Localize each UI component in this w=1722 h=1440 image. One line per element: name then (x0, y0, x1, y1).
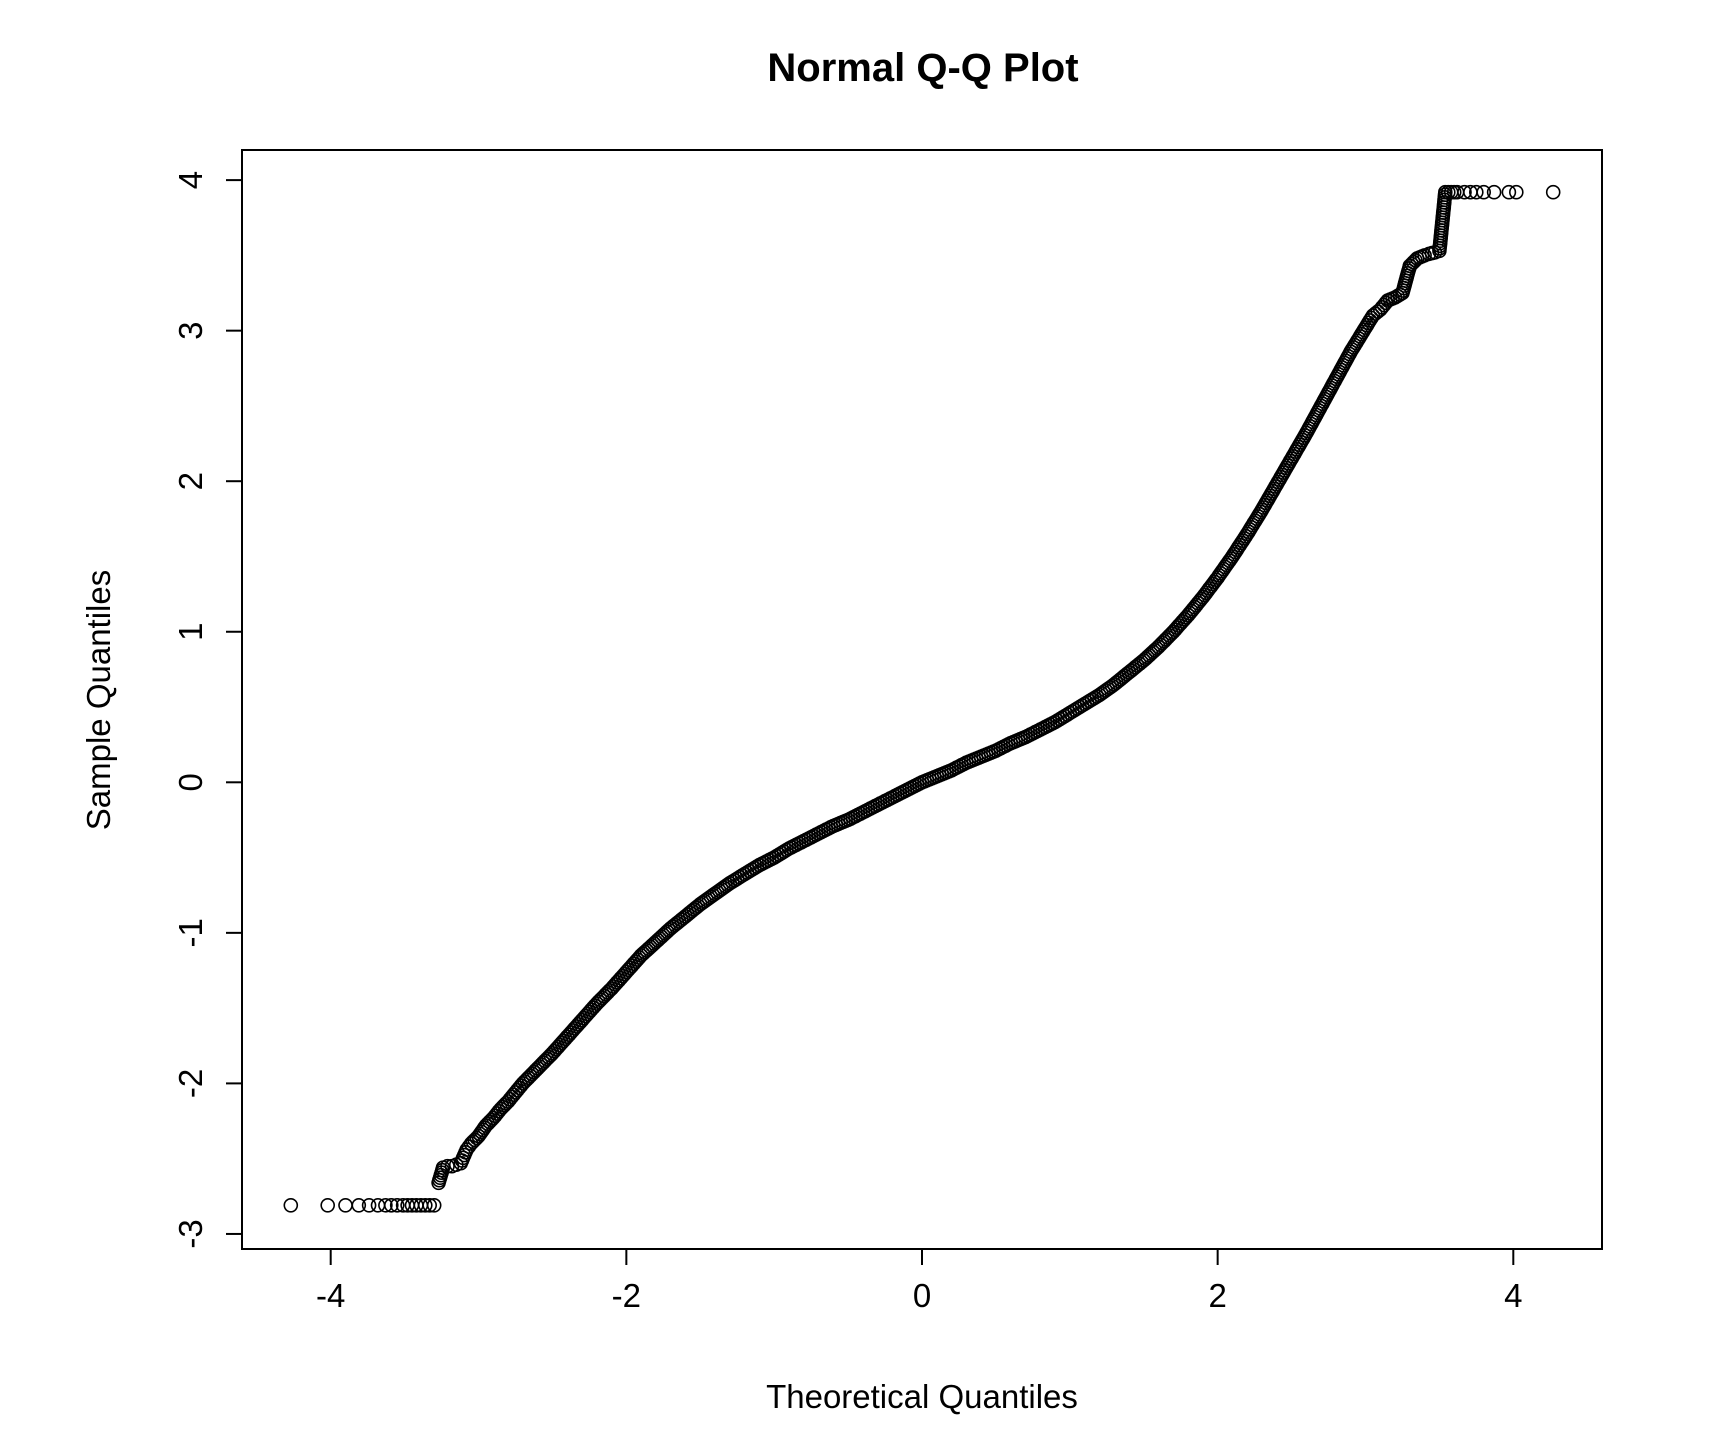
y-tick-label: -2 (172, 1069, 209, 1098)
qq-point (370, 1198, 386, 1213)
x-tick-label: -4 (316, 1277, 345, 1314)
qq-point (539, 1051, 555, 1067)
qq-point (351, 1198, 367, 1213)
x-tick-label: 0 (913, 1277, 931, 1314)
qq-point (598, 986, 614, 1002)
qq-point (495, 1099, 510, 1115)
qq-point (422, 1198, 438, 1213)
chart-title: Normal Q-Q Plot (767, 46, 1078, 90)
x-tick-label: 2 (1208, 1277, 1226, 1314)
qq-point (1545, 184, 1561, 200)
y-tick-label: 4 (172, 171, 209, 189)
qq-point (593, 992, 608, 1008)
qq-point (1151, 639, 1166, 655)
qq-point (515, 1076, 531, 1091)
y-axis-label: Sample Quantiles (80, 570, 117, 830)
qq-point (530, 1061, 546, 1076)
qq-point (378, 1198, 393, 1213)
qq-point (519, 1072, 534, 1087)
y-axis: -3 -2 -1 0 1 2 3 4 (172, 171, 243, 1249)
qq-point (589, 996, 605, 1011)
qq-point (517, 1074, 533, 1089)
qq-point (361, 1198, 377, 1213)
y-tick-label: 1 (172, 623, 209, 641)
qq-point (283, 1198, 299, 1213)
y-tick-label: -3 (172, 1219, 209, 1248)
qq-point (389, 1198, 405, 1213)
qq-point (426, 1198, 442, 1213)
y-tick-label: 0 (172, 773, 209, 791)
plot-frame (241, 149, 1603, 1250)
qq-point (1501, 184, 1517, 200)
y-tick-label: 2 (172, 472, 209, 490)
qq-point (528, 1062, 544, 1078)
qq-point (1457, 184, 1472, 200)
qq-point (1160, 630, 1176, 645)
qq-point (320, 1198, 336, 1213)
qq-point (1149, 641, 1164, 656)
data-points (283, 184, 1561, 1213)
qq-point (417, 1198, 433, 1213)
qq-point (463, 1136, 479, 1151)
qq-point (1402, 258, 1418, 274)
qq-point (1509, 184, 1524, 200)
qq-point (1153, 637, 1168, 653)
y-tick-label: -1 (172, 918, 209, 947)
qq-point (591, 994, 606, 1010)
qq-point (1154, 635, 1170, 651)
qq-point (1476, 184, 1491, 200)
qq-point (537, 1053, 553, 1069)
qq-point (383, 1198, 399, 1213)
qq-point (526, 1064, 542, 1080)
qq-point (1486, 184, 1502, 200)
qq-point (1469, 184, 1484, 200)
x-tick-label: 4 (1504, 1277, 1522, 1314)
qq-point (440, 1158, 455, 1174)
x-axis-label: Theoretical Quantiles (766, 1378, 1078, 1415)
x-tick-label: -2 (612, 1277, 641, 1314)
qq-point (338, 1198, 353, 1213)
x-axis: -4 -2 0 2 4 (316, 1248, 1522, 1314)
qq-point (535, 1055, 551, 1070)
y-tick-label: 3 (172, 321, 209, 339)
